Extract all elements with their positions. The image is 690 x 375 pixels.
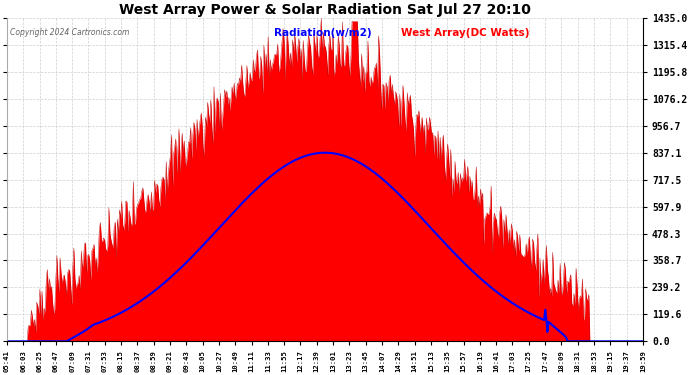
- Title: West Array Power & Solar Radiation Sat Jul 27 20:10: West Array Power & Solar Radiation Sat J…: [119, 3, 531, 17]
- Text: Radiation(w/m2): Radiation(w/m2): [274, 28, 372, 38]
- Text: Copyright 2024 Cartronics.com: Copyright 2024 Cartronics.com: [10, 28, 130, 37]
- Text: West Array(DC Watts): West Array(DC Watts): [402, 28, 530, 38]
